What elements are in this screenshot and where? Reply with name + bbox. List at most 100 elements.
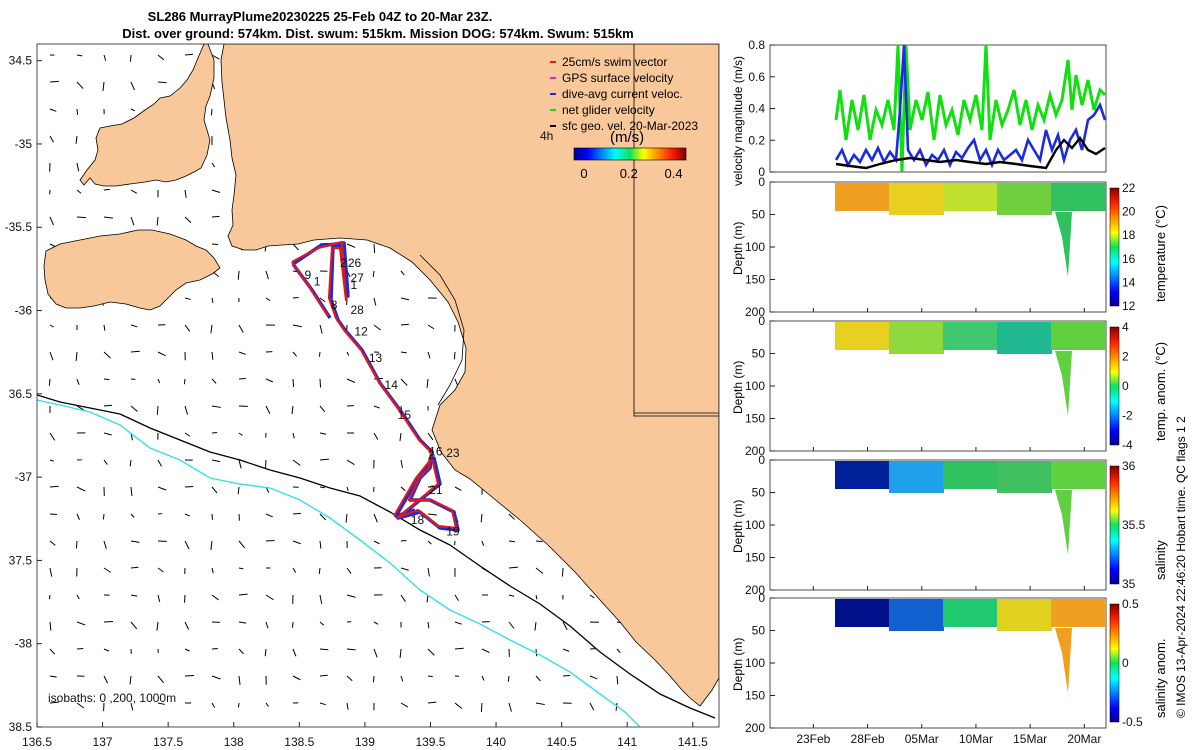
track-label: 12 bbox=[354, 325, 368, 339]
time-tick-label: 05Mar bbox=[905, 732, 939, 746]
velocity-arrow bbox=[211, 594, 219, 601]
velocity-arrow bbox=[399, 648, 402, 659]
velocity-ylabel: velocity magnitude (m/s) bbox=[731, 56, 745, 186]
isobath-0m-coast bbox=[419, 254, 465, 406]
velocity-arrow bbox=[210, 540, 213, 550]
map-ytick-label: 36.5 bbox=[9, 387, 33, 401]
velocity-arrow bbox=[319, 378, 322, 388]
velocity-arrow bbox=[319, 621, 325, 626]
velocity-arrow bbox=[535, 675, 541, 682]
section-colorbar-tick: 16 bbox=[1122, 252, 1136, 266]
map-xtick-label: 140.5 bbox=[547, 735, 577, 749]
velocity-arrow bbox=[238, 324, 244, 333]
section-colorbar-tick: 4 bbox=[1122, 320, 1129, 334]
speed-colorbar bbox=[573, 147, 687, 161]
speed-colorbar-tick: 0.2 bbox=[620, 166, 638, 181]
isobath-200m bbox=[37, 394, 716, 719]
section-data-block bbox=[835, 599, 890, 627]
depth-tick-label: 0 bbox=[758, 314, 765, 328]
depth-tick-label: 0 bbox=[758, 453, 765, 467]
velocity-arrow bbox=[373, 648, 378, 658]
section-data-block bbox=[889, 183, 944, 215]
velocity-arrow bbox=[400, 323, 409, 326]
velocity-arrow bbox=[184, 648, 190, 652]
section-data-block bbox=[943, 599, 998, 627]
velocity-arrow bbox=[481, 540, 485, 546]
section-colorbar-tick: 35 bbox=[1122, 577, 1136, 591]
section-colorbar-tick: 20 bbox=[1122, 205, 1136, 219]
map-xtick-label: 138.5 bbox=[284, 735, 314, 749]
velocity-arrow bbox=[238, 675, 241, 685]
velocity-arrow bbox=[49, 701, 59, 704]
track-label: 23 bbox=[446, 446, 460, 460]
track-label: 26 bbox=[348, 256, 362, 270]
track-label: 21 bbox=[429, 483, 443, 497]
time-axis-ticks: 23Feb 28Feb 05Mar 10Mar 15Mar 20Mar bbox=[796, 732, 1101, 746]
velocity-arrow bbox=[480, 513, 483, 523]
velocity-arrow bbox=[427, 675, 433, 678]
velocity-arrow bbox=[238, 432, 243, 436]
velocity-arrow bbox=[535, 594, 538, 600]
isobaths-text: isobaths: 0 ,200, 1000m bbox=[48, 691, 176, 705]
velocity-arrow bbox=[238, 540, 245, 549]
velocity-arrow bbox=[103, 188, 110, 191]
track-red bbox=[291, 240, 458, 530]
depth-ylabel: Depth (m) bbox=[731, 500, 745, 553]
velocity-arrow bbox=[130, 702, 134, 711]
velocity-arrow bbox=[400, 297, 410, 301]
section-data-block bbox=[943, 322, 998, 350]
velocity-arrow bbox=[373, 513, 378, 523]
velocity-arrow bbox=[157, 594, 161, 602]
velocity-arrow bbox=[157, 486, 167, 491]
velocity-arrow bbox=[400, 351, 407, 354]
velocity-arrow bbox=[211, 162, 216, 168]
velocity-arrow bbox=[237, 702, 240, 708]
velocity-arrow bbox=[265, 702, 269, 707]
map-frame bbox=[36, 43, 720, 728]
map-ytick-label: 34.5 bbox=[9, 54, 33, 68]
velocity-arrow bbox=[156, 405, 159, 415]
velocity-arrow bbox=[211, 675, 221, 680]
velocity-arrow bbox=[157, 378, 161, 384]
velocity-arrow bbox=[103, 648, 110, 652]
velocity-arrow bbox=[292, 324, 302, 328]
velocity-arrow bbox=[103, 54, 107, 61]
velocity-arrow bbox=[76, 81, 84, 89]
velocity-arrow bbox=[129, 459, 132, 467]
velocity-arrow bbox=[75, 540, 78, 549]
velocity-arrow bbox=[427, 540, 432, 545]
section-data-block bbox=[889, 599, 944, 631]
velocity-arrow bbox=[184, 513, 190, 517]
velocity-arrow bbox=[75, 135, 78, 144]
velocity-arrow bbox=[48, 594, 51, 600]
velocity-arrow bbox=[346, 378, 356, 383]
depth-tick-label: 100 bbox=[745, 656, 765, 670]
track-label: 18 bbox=[411, 513, 425, 527]
velocity-arrow bbox=[103, 567, 111, 573]
velocity-arrow bbox=[103, 324, 106, 331]
velocity-arrow bbox=[562, 648, 570, 652]
velocity-arrow bbox=[103, 432, 112, 436]
isobaths bbox=[37, 254, 716, 727]
velocity-arrow bbox=[616, 648, 621, 654]
net-glider-velocity-line bbox=[834, 44, 1107, 173]
map-ytick-label: -35 bbox=[15, 137, 33, 151]
velocity-arrow bbox=[319, 674, 328, 677]
velocity-arrow bbox=[211, 405, 221, 408]
depth-tick-label: 150 bbox=[745, 551, 765, 565]
velocity-arrow bbox=[238, 621, 247, 624]
velocity-arrow bbox=[400, 270, 405, 276]
velocity-arrow bbox=[238, 459, 242, 469]
velocity-arrow bbox=[319, 324, 323, 334]
section-data-block bbox=[889, 322, 944, 354]
time-tick-label: 23Feb bbox=[796, 732, 830, 746]
colorbar-label: (m/s) bbox=[610, 129, 644, 146]
map-xtick-label: 139.5 bbox=[415, 735, 445, 749]
velocity-arrow bbox=[346, 243, 356, 248]
depth-tick-label: 0 bbox=[758, 175, 765, 189]
velocity-arrow bbox=[265, 270, 269, 280]
velocity-arrow bbox=[103, 378, 110, 381]
sfc-geo-velocity-line bbox=[835, 135, 1106, 170]
depth-tick-label: 50 bbox=[752, 347, 766, 361]
